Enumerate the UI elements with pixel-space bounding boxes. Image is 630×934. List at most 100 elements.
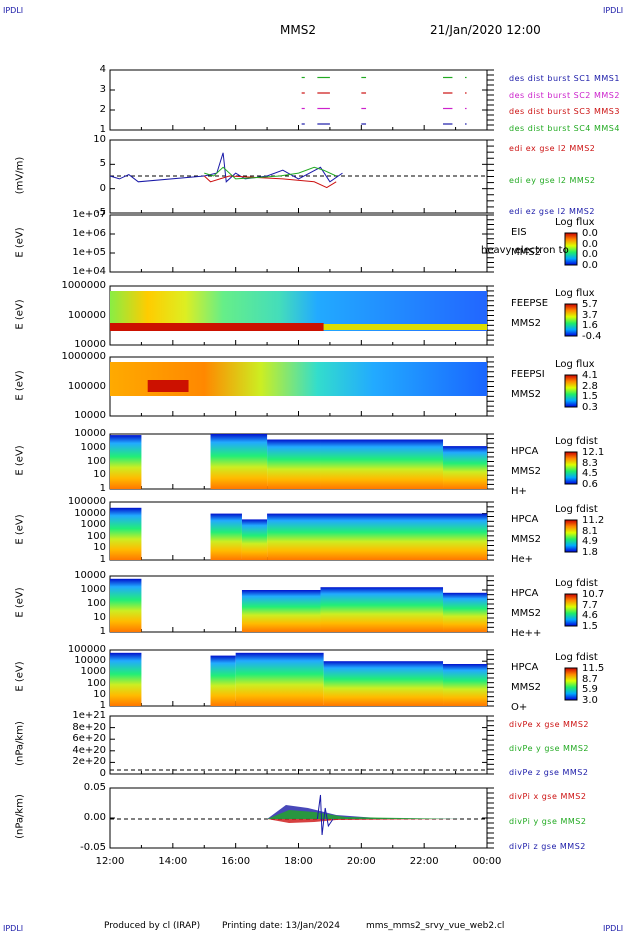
spectrogram-hplus [443, 446, 487, 489]
y-axis-label: (mV/m) [14, 156, 26, 194]
trace-ey [204, 166, 337, 180]
panel-right-label: HPCA [511, 514, 539, 525]
y-tick-label: 10000 [74, 428, 106, 439]
y-tick-label: 6e+20 [72, 733, 106, 745]
y-tick-label: 1e+04 [72, 266, 106, 277]
panel-right-label: EIS [511, 227, 527, 238]
y-tick-label: 4 [99, 64, 106, 75]
trace-ex [203, 175, 337, 189]
y-tick-label: 100000 [67, 380, 106, 392]
y-tick-label: 1000 [80, 441, 106, 453]
colorbar-value: 4.9 [582, 536, 598, 548]
spectrogram-hplus [320, 439, 444, 489]
panel-right-label: HPCA [511, 446, 539, 457]
legend-entry: divPe y gse MMS2 [509, 744, 589, 753]
trace-divpi-x [267, 819, 462, 823]
panel-right-label: FEEPSE [511, 298, 549, 309]
y-tick-label: 100000 [67, 644, 106, 655]
spectrogram-hplus [110, 435, 142, 489]
y-tick-label: 2 [99, 104, 106, 115]
panel-right-label: MMS2 [511, 466, 541, 477]
y-tick-label: 1e+06 [72, 228, 106, 239]
colorbar-value: 2.8 [582, 380, 598, 392]
colorbar [564, 519, 578, 553]
y-tick-label: 100 [86, 530, 106, 542]
panel-right-label: HPCA [511, 588, 539, 599]
x-tick-label: 18:00 [284, 856, 313, 867]
y-axis-label: (nPa/km) [14, 721, 26, 766]
y-tick-label: 10000 [74, 507, 106, 519]
x-tick-label: 14:00 [158, 856, 188, 867]
legend-entry: divPi x gse MMS2 [509, 792, 587, 801]
y-tick-label: 1000000 [61, 280, 106, 291]
colorbar [564, 232, 578, 266]
y-tick-label: 0 [99, 182, 106, 194]
trace-divpi-y [267, 810, 462, 819]
footer-produced: Produced by cl (IRAP) [104, 921, 201, 931]
legend-entry: divPe z gse MMS2 [509, 768, 589, 777]
y-axis-label: (nPa/km) [14, 794, 26, 839]
y-axis-label: E (eV) [14, 587, 26, 618]
panel-right-label: H+ [511, 486, 527, 497]
y-tick-label: 1000 [80, 666, 106, 678]
y-axis-label: E (eV) [14, 298, 26, 330]
y-tick-label: 10 [93, 469, 106, 481]
panel-frame [109, 69, 488, 131]
colorbar-value: 11.2 [582, 515, 605, 526]
overlay-label: heavy electron to [481, 245, 569, 256]
legend-entry: divPe x gse MMS2 [509, 720, 589, 729]
colorbar-value: 3.7 [582, 309, 598, 321]
spectrogram-heplusplus [443, 592, 487, 632]
spectrogram-heplus [267, 513, 487, 560]
corner-tag-top-left: IPDLI [3, 6, 24, 15]
colorbar-title: Log fdist [555, 578, 598, 589]
corner-tag-top-right: IPDLI [603, 6, 624, 15]
y-tick-label: 10 [93, 542, 106, 554]
colorbar-value: 0.0 [582, 238, 598, 250]
legend-entry: edi ex gse l2 MMS2 [509, 144, 596, 153]
y-tick-label: 1e+07 [72, 209, 106, 220]
y-tick-label: 1000 [80, 584, 106, 595]
colorbar-value: 10.7 [582, 589, 605, 600]
panel-right-label: MMS2 [511, 247, 541, 258]
panel-right-label: MMS2 [511, 608, 541, 619]
colorbar-value: 8.7 [582, 673, 598, 685]
panel-right-label: MMS2 [511, 389, 541, 400]
y-axis-label: E (eV) [14, 514, 26, 545]
panel-right-label: MMS2 [511, 318, 541, 329]
colorbar-value: 1.6 [582, 320, 598, 332]
colorbar-value: 5.9 [582, 684, 598, 696]
spectrogram-oplus [443, 664, 487, 706]
datetime-title: 21/Jan/2020 12:00 [430, 23, 541, 37]
colorbar-value: 8.1 [582, 525, 598, 537]
y-tick-label: 10000 [74, 410, 106, 421]
legend-entry: divPi z gse MMS2 [509, 842, 586, 851]
y-tick-label: 1000 [80, 519, 106, 531]
y-axis-label: E (eV) [14, 369, 26, 401]
y-tick-label: 10000 [74, 570, 106, 581]
colorbar [564, 667, 578, 701]
legend-entry: divPi y gse MMS2 [509, 817, 587, 826]
y-tick-label: 4e+20 [72, 744, 106, 756]
y-tick-label: 1 [99, 483, 106, 494]
panel-right-label: O+ [511, 702, 528, 713]
panel-frame [109, 715, 488, 775]
colorbar-value: 3.0 [582, 695, 598, 706]
colorbar-value: 1.5 [582, 621, 598, 632]
y-tick-label: 3 [99, 84, 106, 95]
x-tick-label: 00:00 [472, 856, 502, 867]
y-tick-label: 1 [99, 700, 106, 711]
spectrogram-heplusplus [110, 578, 142, 632]
spectrogram-feepse-low [323, 324, 487, 330]
y-tick-label: 1 [99, 626, 106, 637]
spectrogram-heplus [241, 519, 268, 560]
panel-right-label: FEEPSI [511, 369, 545, 380]
y-tick-label: -0.05 [80, 842, 106, 853]
spectrogram-hplus [267, 439, 321, 489]
spectrogram-feepsi-hot [147, 380, 189, 392]
y-tick-label: 0.00 [83, 812, 106, 823]
colorbar-title: Log fdist [555, 652, 598, 663]
colorbar [564, 374, 578, 408]
legend-entry: edi ez gse l2 MMS2 [509, 207, 595, 216]
